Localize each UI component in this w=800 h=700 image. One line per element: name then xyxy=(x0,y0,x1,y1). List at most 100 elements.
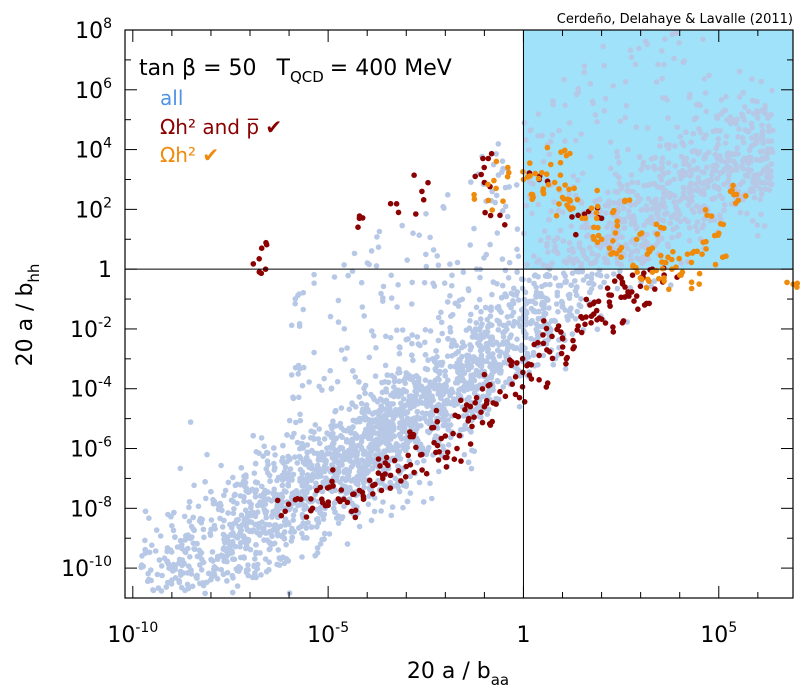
point-all xyxy=(601,279,607,286)
point-omega-h2-and-pbar xyxy=(366,477,373,484)
point-all xyxy=(672,163,679,169)
point-all xyxy=(526,298,533,305)
point-all xyxy=(477,347,484,354)
point-omega-h2-and-pbar xyxy=(413,444,419,451)
point-all xyxy=(548,208,555,214)
point-all xyxy=(523,203,530,209)
point-omega-h2 xyxy=(684,251,691,257)
point-all xyxy=(641,182,647,189)
point-all xyxy=(321,436,328,442)
point-all xyxy=(447,324,453,331)
point-omega-h2-and-pbar xyxy=(540,340,547,347)
point-all xyxy=(500,208,506,214)
point-all xyxy=(737,209,744,216)
point-all xyxy=(712,184,718,191)
point-all xyxy=(395,390,401,397)
point-all xyxy=(754,182,760,189)
point-omega-h2 xyxy=(730,182,736,189)
point-all xyxy=(409,279,416,286)
point-all xyxy=(300,364,307,371)
point-omega-h2-and-pbar xyxy=(378,487,385,494)
point-all xyxy=(435,401,442,408)
point-all xyxy=(695,175,701,181)
point-all xyxy=(327,313,334,320)
point-all xyxy=(201,534,207,541)
point-all xyxy=(421,279,428,286)
point-all xyxy=(271,445,277,451)
point-all xyxy=(422,377,429,384)
point-all xyxy=(735,134,741,140)
point-omega-h2 xyxy=(633,236,640,243)
point-all xyxy=(279,533,286,540)
point-all xyxy=(495,347,501,354)
point-all xyxy=(344,541,351,547)
point-all xyxy=(193,573,199,580)
point-all xyxy=(681,58,687,64)
point-all xyxy=(225,479,232,486)
point-all xyxy=(767,168,774,174)
point-all xyxy=(345,472,352,479)
point-omega-h2-and-pbar xyxy=(454,445,460,452)
point-omega-h2-and-pbar xyxy=(554,326,560,333)
point-all xyxy=(358,438,365,445)
point-omega-h2 xyxy=(553,212,560,219)
point-all xyxy=(299,489,305,495)
point-all xyxy=(545,249,551,255)
point-all xyxy=(362,390,368,397)
point-omega-h2-and-pbar xyxy=(433,407,440,414)
point-omega-h2 xyxy=(540,190,547,197)
point-all xyxy=(602,202,609,209)
point-all xyxy=(562,273,568,279)
point-all xyxy=(483,251,490,258)
point-all xyxy=(473,320,480,326)
point-all xyxy=(232,543,239,550)
point-all xyxy=(317,508,323,515)
point-all xyxy=(620,205,627,212)
point-all xyxy=(299,471,306,477)
point-all xyxy=(547,138,554,145)
point-all xyxy=(304,489,310,496)
point-all xyxy=(429,404,436,411)
point-omega-h2 xyxy=(659,259,665,265)
point-all xyxy=(614,260,621,267)
point-all xyxy=(514,226,521,232)
point-all xyxy=(676,40,682,46)
point-all xyxy=(477,382,483,388)
point-omega-h2 xyxy=(703,246,709,252)
point-all xyxy=(267,478,273,484)
point-all xyxy=(403,336,410,343)
point-omega-h2-and-pbar xyxy=(569,214,575,220)
point-omega-h2 xyxy=(564,196,571,202)
point-omega-h2 xyxy=(562,182,568,188)
point-omega-h2 xyxy=(699,251,705,257)
point-all xyxy=(661,190,667,196)
point-all xyxy=(285,470,292,476)
point-all xyxy=(368,517,375,524)
point-all xyxy=(400,387,407,393)
point-all xyxy=(748,120,755,127)
point-omega-h2-and-pbar xyxy=(611,278,618,284)
point-all xyxy=(759,155,765,161)
point-all xyxy=(693,203,700,209)
point-all xyxy=(555,282,562,289)
point-all xyxy=(179,545,185,552)
point-all xyxy=(589,271,595,278)
point-all xyxy=(702,154,708,160)
point-all xyxy=(431,283,438,289)
point-all xyxy=(653,79,660,85)
point-omega-h2 xyxy=(743,193,749,199)
point-all xyxy=(293,419,299,426)
point-omega-h2-and-pbar xyxy=(619,279,626,286)
point-all xyxy=(672,143,678,149)
point-all xyxy=(471,390,478,397)
point-all xyxy=(360,406,366,413)
t-qcd-symbol: T xyxy=(276,56,291,81)
point-all xyxy=(498,294,505,301)
point-all xyxy=(634,199,641,205)
point-all xyxy=(445,388,452,395)
point-all xyxy=(350,368,356,374)
point-all xyxy=(407,490,414,496)
point-omega-h2 xyxy=(634,269,640,276)
point-all xyxy=(726,165,733,171)
point-all xyxy=(281,488,288,494)
